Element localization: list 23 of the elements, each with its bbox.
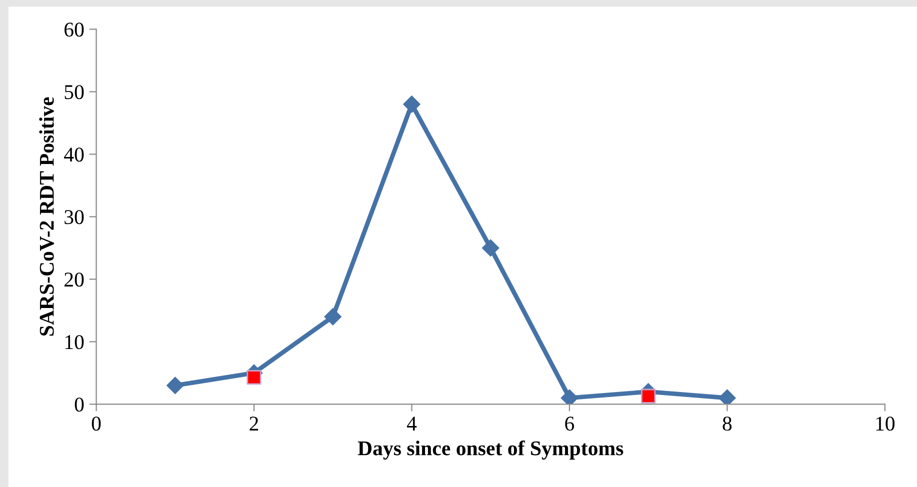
x-axis-title: Days since onset of Symptoms (358, 440, 624, 460)
y-tick-label: 60 (64, 22, 84, 37)
y-tick-label: 20 (64, 272, 84, 287)
point (324, 308, 342, 326)
point (641, 388, 656, 404)
x-tick-label: 0 (92, 416, 101, 431)
y-tick-label: 30 (64, 210, 84, 224)
point (718, 389, 736, 404)
y-axis-title: SARS-CoV-2 RDT Positive (39, 97, 54, 336)
x-tick-label: 10 (876, 416, 895, 431)
y-tick-label: 10 (65, 335, 84, 350)
point (166, 376, 184, 394)
x-tick-label: 4 (406, 416, 417, 430)
point (403, 96, 420, 113)
x-tick-label: 6 (565, 416, 574, 431)
x-tick-label: 8 (722, 416, 732, 431)
x-tick-label: 2 (250, 416, 258, 430)
y-tick-label: 0 (74, 398, 84, 412)
y-tick-label: 40 (64, 148, 84, 162)
y-tick-label: 50 (64, 85, 84, 100)
point (246, 370, 262, 385)
point (482, 239, 500, 257)
point (560, 389, 578, 404)
